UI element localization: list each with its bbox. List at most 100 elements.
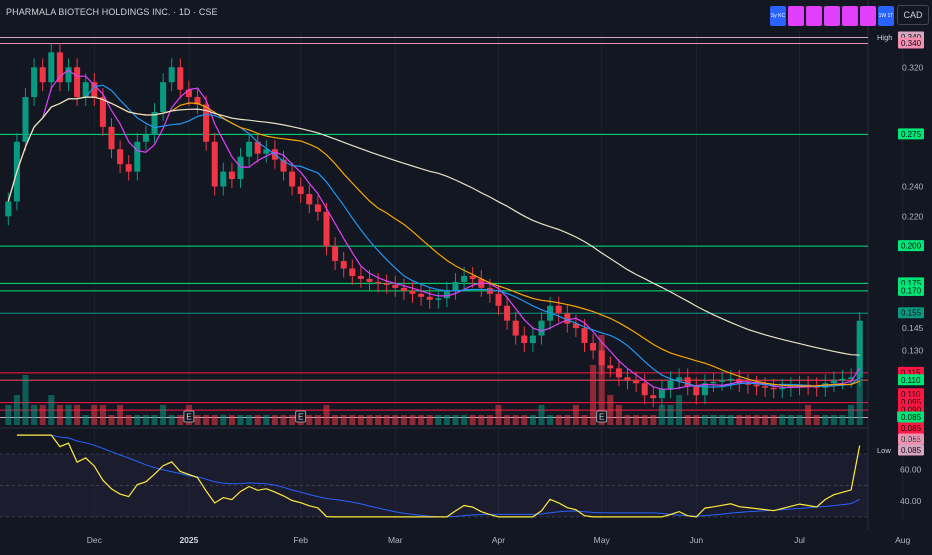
candle-body [168,67,175,83]
candle-body [177,67,184,90]
level-tag-5: 0.170 [898,284,924,296]
candle-body [684,377,691,387]
rsi-tick-label: 60.00 [900,465,922,475]
volume-bar [779,415,786,425]
candle-body [383,283,390,285]
candle-body [615,368,622,378]
volume-bar [254,415,261,425]
volume-bar [91,405,98,425]
level-tag-label: 0.200 [901,242,922,251]
x-tick-label: Apr [492,535,505,545]
volume-bar [22,375,29,425]
candle-body [529,335,536,344]
candle-body [719,380,726,382]
toolbar-button-6[interactable]: 1W 1T [878,6,894,26]
volume-bar [805,405,812,425]
volume-bar [280,415,287,425]
candle-body [710,381,717,384]
volume-bar [564,415,571,425]
level-tag-bg [898,433,924,445]
level-tag-label: 0.085 [901,424,922,433]
volume-bar [822,415,829,425]
candle-body [375,281,382,284]
level-tag-3: 0.200 [898,240,924,252]
volume-bar [263,415,270,425]
volume-bar [13,395,20,425]
currency-button[interactable]: CAD [897,5,929,25]
candle-body [607,365,614,369]
volume-bar [177,415,184,425]
candle-body [727,378,734,381]
volume-bar [74,405,81,425]
candle-body [134,141,141,172]
level-tag-bg [898,128,924,140]
candle-body [555,305,562,314]
candle-body [31,67,38,98]
volume-bar [830,415,837,425]
candle-body [590,343,597,351]
candle-body [39,67,46,83]
x-tick-label: Aug [895,535,910,545]
candle-body [469,275,476,279]
price-tick-label: 0.130 [902,345,924,355]
x-tick-label: Jun [689,535,703,545]
candle-body [228,171,235,180]
candle-body [762,386,769,388]
volume-bar [787,415,794,425]
candle-body [280,159,287,172]
volume-bar [392,415,399,425]
level-tag-bg [898,307,924,319]
volume-bar [357,415,364,425]
candle-body [48,52,55,83]
candle-body [770,387,777,390]
candle-body [443,290,450,299]
candle-body [237,156,244,180]
candle-body [676,377,683,381]
volume-bar [572,405,579,425]
candle-body [848,377,855,379]
level-tag-9: 0.110 [898,388,924,400]
volume-bar [332,415,339,425]
candle-body [452,281,459,291]
level-tag-bg [898,374,924,386]
volume-bar [340,415,347,425]
volume-bar [142,415,149,425]
candle-body [323,211,330,247]
volume-bar [82,415,89,425]
volume-bar [426,415,433,425]
volume-bar [478,415,485,425]
volume-bar [435,415,442,425]
candle-body [108,126,115,150]
volume-bar [633,415,640,425]
level-tag-bg [898,37,924,49]
toolbar-button-0[interactable]: Sy KC [770,6,786,26]
volume-bar [125,415,132,425]
level-tag-bg [898,388,924,400]
volume-bar [246,415,253,425]
level-tag-14: 0.085 [898,433,924,445]
toolbar-button-4[interactable] [842,6,858,26]
toolbar-button-3[interactable] [824,6,840,26]
toolbar-button-2[interactable] [806,6,822,26]
toolbar-button-5[interactable] [860,6,876,26]
candle-body [289,171,296,187]
volume-bar [375,415,382,425]
volume-bar [762,415,769,425]
candle-body [357,275,364,279]
candle-body [203,104,210,142]
candle-body [56,52,63,83]
volume-bar [538,405,545,425]
price-tick-label: 0.240 [902,182,924,192]
earnings-marker-label: E [298,413,303,422]
volume-bar [658,405,665,425]
chart-title: PHARMALA BIOTECH HOLDINGS INC. · 1D · CS… [6,7,218,17]
ma-slow-line [7,96,860,387]
volume-bar [409,415,416,425]
indicator-toolbar[interactable]: Sy KC 1W 1T [770,6,894,26]
level-tag-label: 0.275 [901,130,922,139]
price-tick-label: 0.320 [902,62,924,72]
toolbar-button-1[interactable] [788,6,804,26]
volume-bar [701,415,708,425]
